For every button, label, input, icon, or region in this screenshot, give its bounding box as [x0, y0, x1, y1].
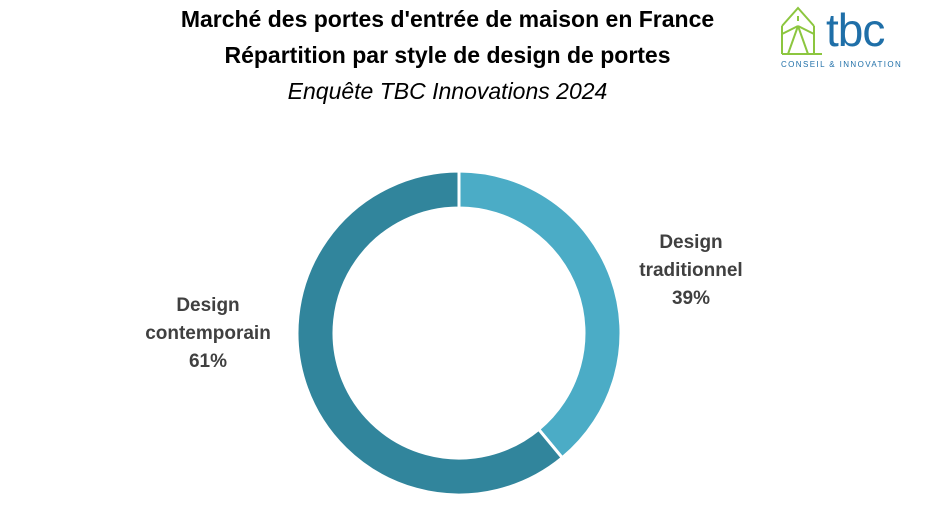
label-line: traditionnel: [639, 260, 743, 281]
label-line: contemporain: [145, 323, 271, 344]
chart-title: Marché des portes d'entrée de maison en …: [180, 6, 715, 32]
chart-subtitle: Enquête TBC Innovations 2024: [287, 78, 608, 104]
donut-segment-design-traditionnel: [457, 169, 623, 460]
label-design-traditionnel: Design traditionnel 39%: [630, 229, 752, 313]
donut-segments: [295, 169, 623, 497]
chart-title-line2: Répartition par style de design de porte…: [224, 42, 671, 68]
logo-wordmark: tbc: [826, 4, 885, 56]
label-line: Design: [176, 295, 240, 316]
house-icon: [781, 6, 822, 55]
label-line: Design: [659, 232, 723, 253]
label-design-contemporain: Design contemporain 61%: [128, 292, 288, 376]
logo-tagline: CONSEIL & INNOVATION: [781, 60, 903, 69]
label-percent: 39%: [671, 288, 711, 309]
donut-segment-design-contemporain: [295, 169, 565, 497]
label-percent: 61%: [188, 351, 228, 372]
